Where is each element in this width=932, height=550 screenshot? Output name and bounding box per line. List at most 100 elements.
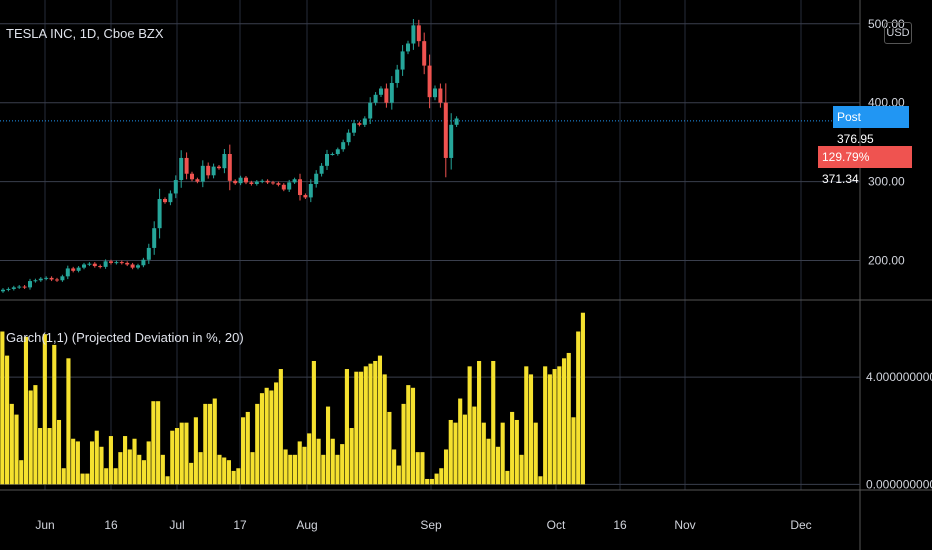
garch-bar <box>481 422 486 485</box>
candle-body <box>71 268 76 271</box>
garch-bar <box>561 358 567 485</box>
candle-body <box>406 43 410 52</box>
garch-bar <box>56 419 62 485</box>
garch-bar <box>505 470 510 485</box>
candle-body <box>308 183 313 198</box>
garch-bar <box>406 385 411 485</box>
indicator-title: Garch(1,1) (Projected Deviation in %, 20… <box>6 330 244 345</box>
candle-body <box>335 149 340 154</box>
garch-bar <box>373 360 378 485</box>
garch-bar <box>307 433 312 485</box>
volatility-label: 129.79% <box>822 150 870 164</box>
garch-bar <box>9 403 14 485</box>
candle-body <box>314 173 319 184</box>
garch-bar <box>425 478 430 485</box>
candle-body <box>60 276 65 281</box>
garch-bar <box>359 371 364 485</box>
candle-body <box>184 157 189 174</box>
garch-bar <box>368 363 373 485</box>
garch-bar <box>137 454 142 485</box>
time-tick-label: Jul <box>169 518 184 532</box>
garch-bar <box>212 398 217 485</box>
candle-body <box>211 166 216 176</box>
garch-bar <box>5 355 10 485</box>
garch-bar <box>510 411 515 485</box>
garch-bar <box>392 449 397 485</box>
garch-bar <box>528 374 534 485</box>
candle-body <box>357 123 362 125</box>
garch-bar <box>203 403 208 485</box>
garch-bar <box>250 452 255 485</box>
garch-bar <box>66 358 71 485</box>
time-tick-label: Sep <box>420 518 442 532</box>
currency-button[interactable]: USD <box>884 22 912 44</box>
garch-bar <box>170 430 175 485</box>
garch-bar <box>174 428 180 485</box>
candle-body <box>303 195 308 198</box>
garch-bar <box>288 454 293 485</box>
candle-body <box>271 182 275 184</box>
garch-bar <box>241 417 246 485</box>
garch-bar <box>217 454 222 485</box>
volatility-value: 371.34 <box>822 172 859 186</box>
candle-body <box>1 289 5 292</box>
garch-bar <box>156 401 161 485</box>
garch-bar <box>448 419 453 485</box>
garch-bar <box>533 422 538 485</box>
candle-body <box>163 198 167 203</box>
garch-bar <box>580 312 585 485</box>
garch-bar <box>472 406 477 485</box>
garch-bar <box>349 428 354 485</box>
candle-body <box>233 180 238 184</box>
garch-bar <box>410 387 416 485</box>
garch-bar <box>269 390 274 485</box>
candle-body <box>55 279 59 281</box>
garch-bar <box>255 403 260 485</box>
candle-body <box>146 247 151 260</box>
candle-body <box>157 198 162 229</box>
garch-bar <box>226 460 231 485</box>
candle-body <box>28 281 32 288</box>
garch-bar <box>193 417 198 485</box>
candle-body <box>200 165 205 182</box>
candle-body <box>17 286 22 288</box>
garch-bar <box>47 428 52 485</box>
garch-bar <box>99 446 104 485</box>
time-tick-label: 16 <box>613 518 627 532</box>
time-tick-label: Aug <box>296 518 317 532</box>
candle-body <box>173 180 178 194</box>
time-tick-label: 16 <box>104 518 118 532</box>
candle-body <box>130 264 135 268</box>
candle-body <box>179 157 184 181</box>
candle-body <box>325 154 329 166</box>
candle-body <box>136 265 140 268</box>
candle-body <box>265 180 270 183</box>
time-tick-label: Dec <box>790 518 811 532</box>
garch-bar <box>439 468 444 485</box>
candle-body <box>298 179 302 196</box>
garch-bar <box>335 454 340 485</box>
garch-bar <box>33 385 38 485</box>
candle-body <box>227 154 232 181</box>
candle-body <box>114 262 119 264</box>
candle-body <box>346 132 351 143</box>
garch-bar <box>89 441 95 485</box>
garch-bars <box>0 312 585 485</box>
garch-bar <box>141 460 147 485</box>
candle-body <box>379 88 383 95</box>
candle-body <box>6 288 11 290</box>
garch-bar <box>38 428 43 485</box>
garch-bar <box>85 473 90 485</box>
candle-body <box>389 82 394 103</box>
garch-bar <box>325 406 331 485</box>
garch-bar <box>576 331 581 485</box>
candle-body <box>427 65 432 98</box>
garch-bar <box>28 390 33 485</box>
candle-body <box>65 268 70 277</box>
garch-bar <box>151 401 156 485</box>
garch-bar <box>297 441 302 485</box>
indicator-tick-label: 4.0000000000 <box>866 370 932 384</box>
garch-bar <box>363 366 368 485</box>
garch-bar <box>0 331 5 485</box>
